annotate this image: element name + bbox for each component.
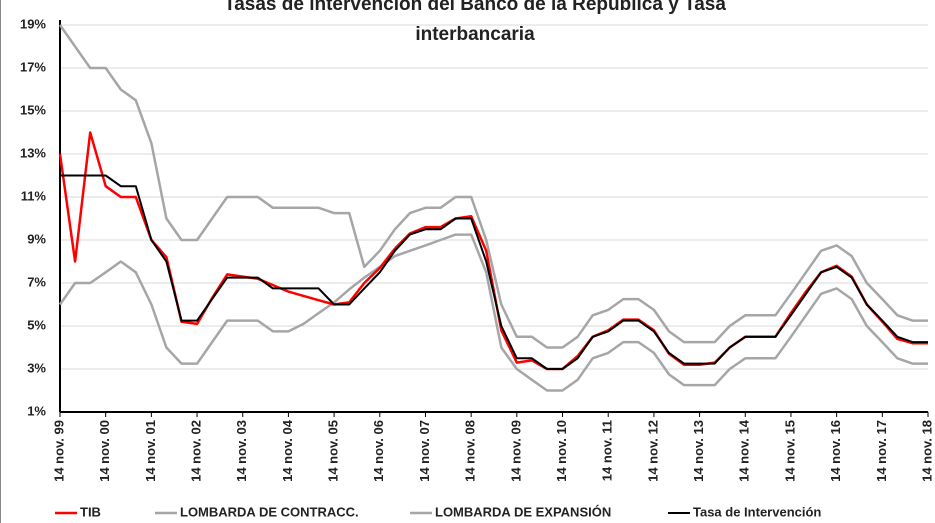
x-tick-label: 14 nov. 01 (143, 420, 158, 482)
x-tick-label: 14 nov. 03 (234, 420, 249, 482)
legend-label: LOMBARDA DE EXPANSIÓN (435, 504, 611, 519)
legend-label: Tasa de Intervención (693, 504, 821, 519)
series-line (58, 24, 928, 349)
x-tick-label: 14 nov. 17 (874, 420, 889, 482)
x-tick-label: 14 nov. 10 (554, 420, 569, 482)
x-tick-label: 14 nov. 06 (371, 420, 386, 482)
series-line (58, 131, 928, 371)
x-tick-label: 14 nov. 05 (326, 420, 341, 482)
x-tick-label: 14 nov. 09 (508, 420, 523, 482)
y-tick-label: 11% (21, 188, 47, 203)
series-line (60, 174, 928, 370)
x-tick-label: 14 nov. 14 (737, 419, 752, 482)
x-tick-label: 14 nov. 99 (51, 420, 66, 482)
y-tick-label: 17% (20, 59, 46, 74)
y-tick-label: 5% (27, 317, 46, 332)
x-tick-label: 14 nov. 18 (919, 420, 934, 482)
y-tick-label: 1% (27, 403, 46, 418)
x-tick-label: 14 nov. 00 (97, 420, 112, 482)
x-tick-label: 14 nov. 04 (280, 419, 295, 482)
y-tick-label: 3% (27, 360, 46, 375)
legend-label: TIB (80, 504, 101, 519)
x-tick-label: 14 nov. 12 (645, 420, 660, 482)
y-tick-label: 15% (20, 102, 46, 117)
y-tick-label: 19% (20, 16, 46, 31)
legend-label: LOMBARDA DE CONTRACC. (180, 504, 359, 519)
x-tick-label: 14 nov. 16 (828, 420, 843, 482)
chart-title: Tasas de intervención del Banco de la Re… (224, 0, 726, 45)
x-tick-label: 14 nov. 02 (188, 420, 203, 482)
x-tick-label: 14 nov. 11 (600, 420, 615, 481)
x-tick-label: 14 nov. 15 (782, 420, 797, 482)
x-tick-label: 14 nov. 07 (417, 420, 432, 482)
y-tick-label: 7% (27, 274, 46, 289)
series-line (58, 233, 928, 392)
x-tick-label: 14 nov. 08 (463, 420, 478, 482)
y-tick-label: 9% (27, 231, 46, 246)
y-tick-label: 13% (20, 145, 46, 160)
x-tick-label: 14 nov. 13 (691, 420, 706, 482)
